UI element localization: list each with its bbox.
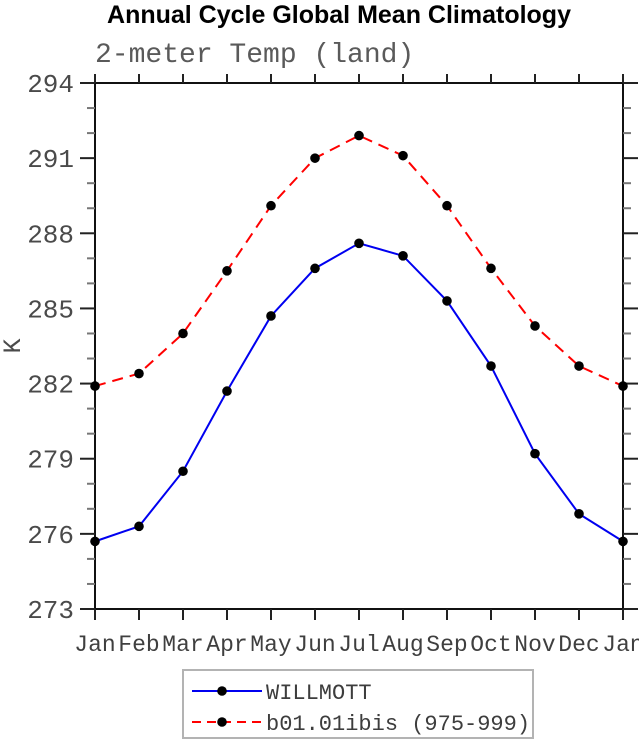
data-point-marker <box>90 381 100 391</box>
plot-border <box>94 82 624 610</box>
data-point-marker <box>574 361 584 371</box>
x-tick-label: Sep <box>426 632 467 658</box>
data-point-marker <box>398 150 408 161</box>
data-point-marker <box>442 200 452 211</box>
x-tick-label: Oct <box>470 632 511 658</box>
data-point-marker <box>178 328 188 339</box>
x-tick-label: Dec <box>558 632 599 658</box>
x-tick-label: Jan <box>74 632 115 658</box>
x-tick-label: Jun <box>294 632 335 658</box>
data-point-marker <box>222 266 232 276</box>
x-tick-label: Jan <box>602 632 639 658</box>
data-point-marker <box>310 263 320 274</box>
x-tick-label: Feb <box>118 632 159 658</box>
y-tick-label: 288 <box>27 220 74 250</box>
legend-entry-willmott: WILLMOTT <box>192 681 372 706</box>
data-point-marker <box>354 130 364 141</box>
y-tick-label: 279 <box>27 446 74 476</box>
y-tick-label: 273 <box>27 596 74 626</box>
chart-subtitle: 2-meter Temp (land) <box>95 40 414 71</box>
y-tick-label: 291 <box>27 145 74 175</box>
x-tick-label: Jul <box>338 632 379 658</box>
data-point-marker <box>398 251 408 261</box>
legend-marker-dot-icon <box>217 686 227 696</box>
data-point-marker <box>266 311 276 321</box>
data-point-marker <box>442 296 452 306</box>
x-tick-label: Aug <box>382 632 423 658</box>
x-tick-label: May <box>250 632 292 658</box>
series-line-b01-01ibis <box>94 134 624 388</box>
data-point-marker <box>134 368 144 379</box>
data-point-marker <box>530 448 540 459</box>
data-point-marker <box>354 238 364 249</box>
legend-box <box>182 669 534 739</box>
chart-title: Annual Cycle Global Mean Climatology <box>107 1 571 29</box>
data-point-marker <box>90 536 100 547</box>
data-point-marker <box>178 466 188 477</box>
data-point-marker <box>486 263 496 274</box>
data-point-marker <box>266 200 276 211</box>
data-point-marker <box>222 386 232 396</box>
y-tick-label: 294 <box>27 70 74 100</box>
data-point-marker <box>618 536 628 547</box>
data-series <box>90 130 628 547</box>
legend-entry-b01-01ibis: b01.01ibis (975-999) <box>192 712 530 737</box>
data-point-marker <box>134 521 144 532</box>
legend: WILLMOTT b01.01ibis (975-999) <box>182 669 534 739</box>
legend-label-willmott: WILLMOTT <box>266 681 372 706</box>
x-tick-label: Nov <box>514 632 556 658</box>
data-point-marker <box>486 361 496 371</box>
data-point-marker <box>530 321 540 331</box>
y-tick-label: 276 <box>27 521 74 551</box>
y-axis-label: K <box>0 338 28 353</box>
data-point-marker <box>310 153 320 163</box>
y-tick-label: 285 <box>27 295 74 325</box>
x-tick-label: Apr <box>206 632 247 658</box>
series-line-willmott <box>94 242 624 543</box>
y-tick-label: 282 <box>27 371 74 401</box>
legend-label-b01-01ibis: b01.01ibis (975-999) <box>266 712 530 737</box>
data-point-marker <box>618 381 628 391</box>
legend-marker-dot-icon <box>217 717 227 727</box>
x-tick-label: Mar <box>162 632 203 658</box>
data-point-marker <box>574 509 584 519</box>
